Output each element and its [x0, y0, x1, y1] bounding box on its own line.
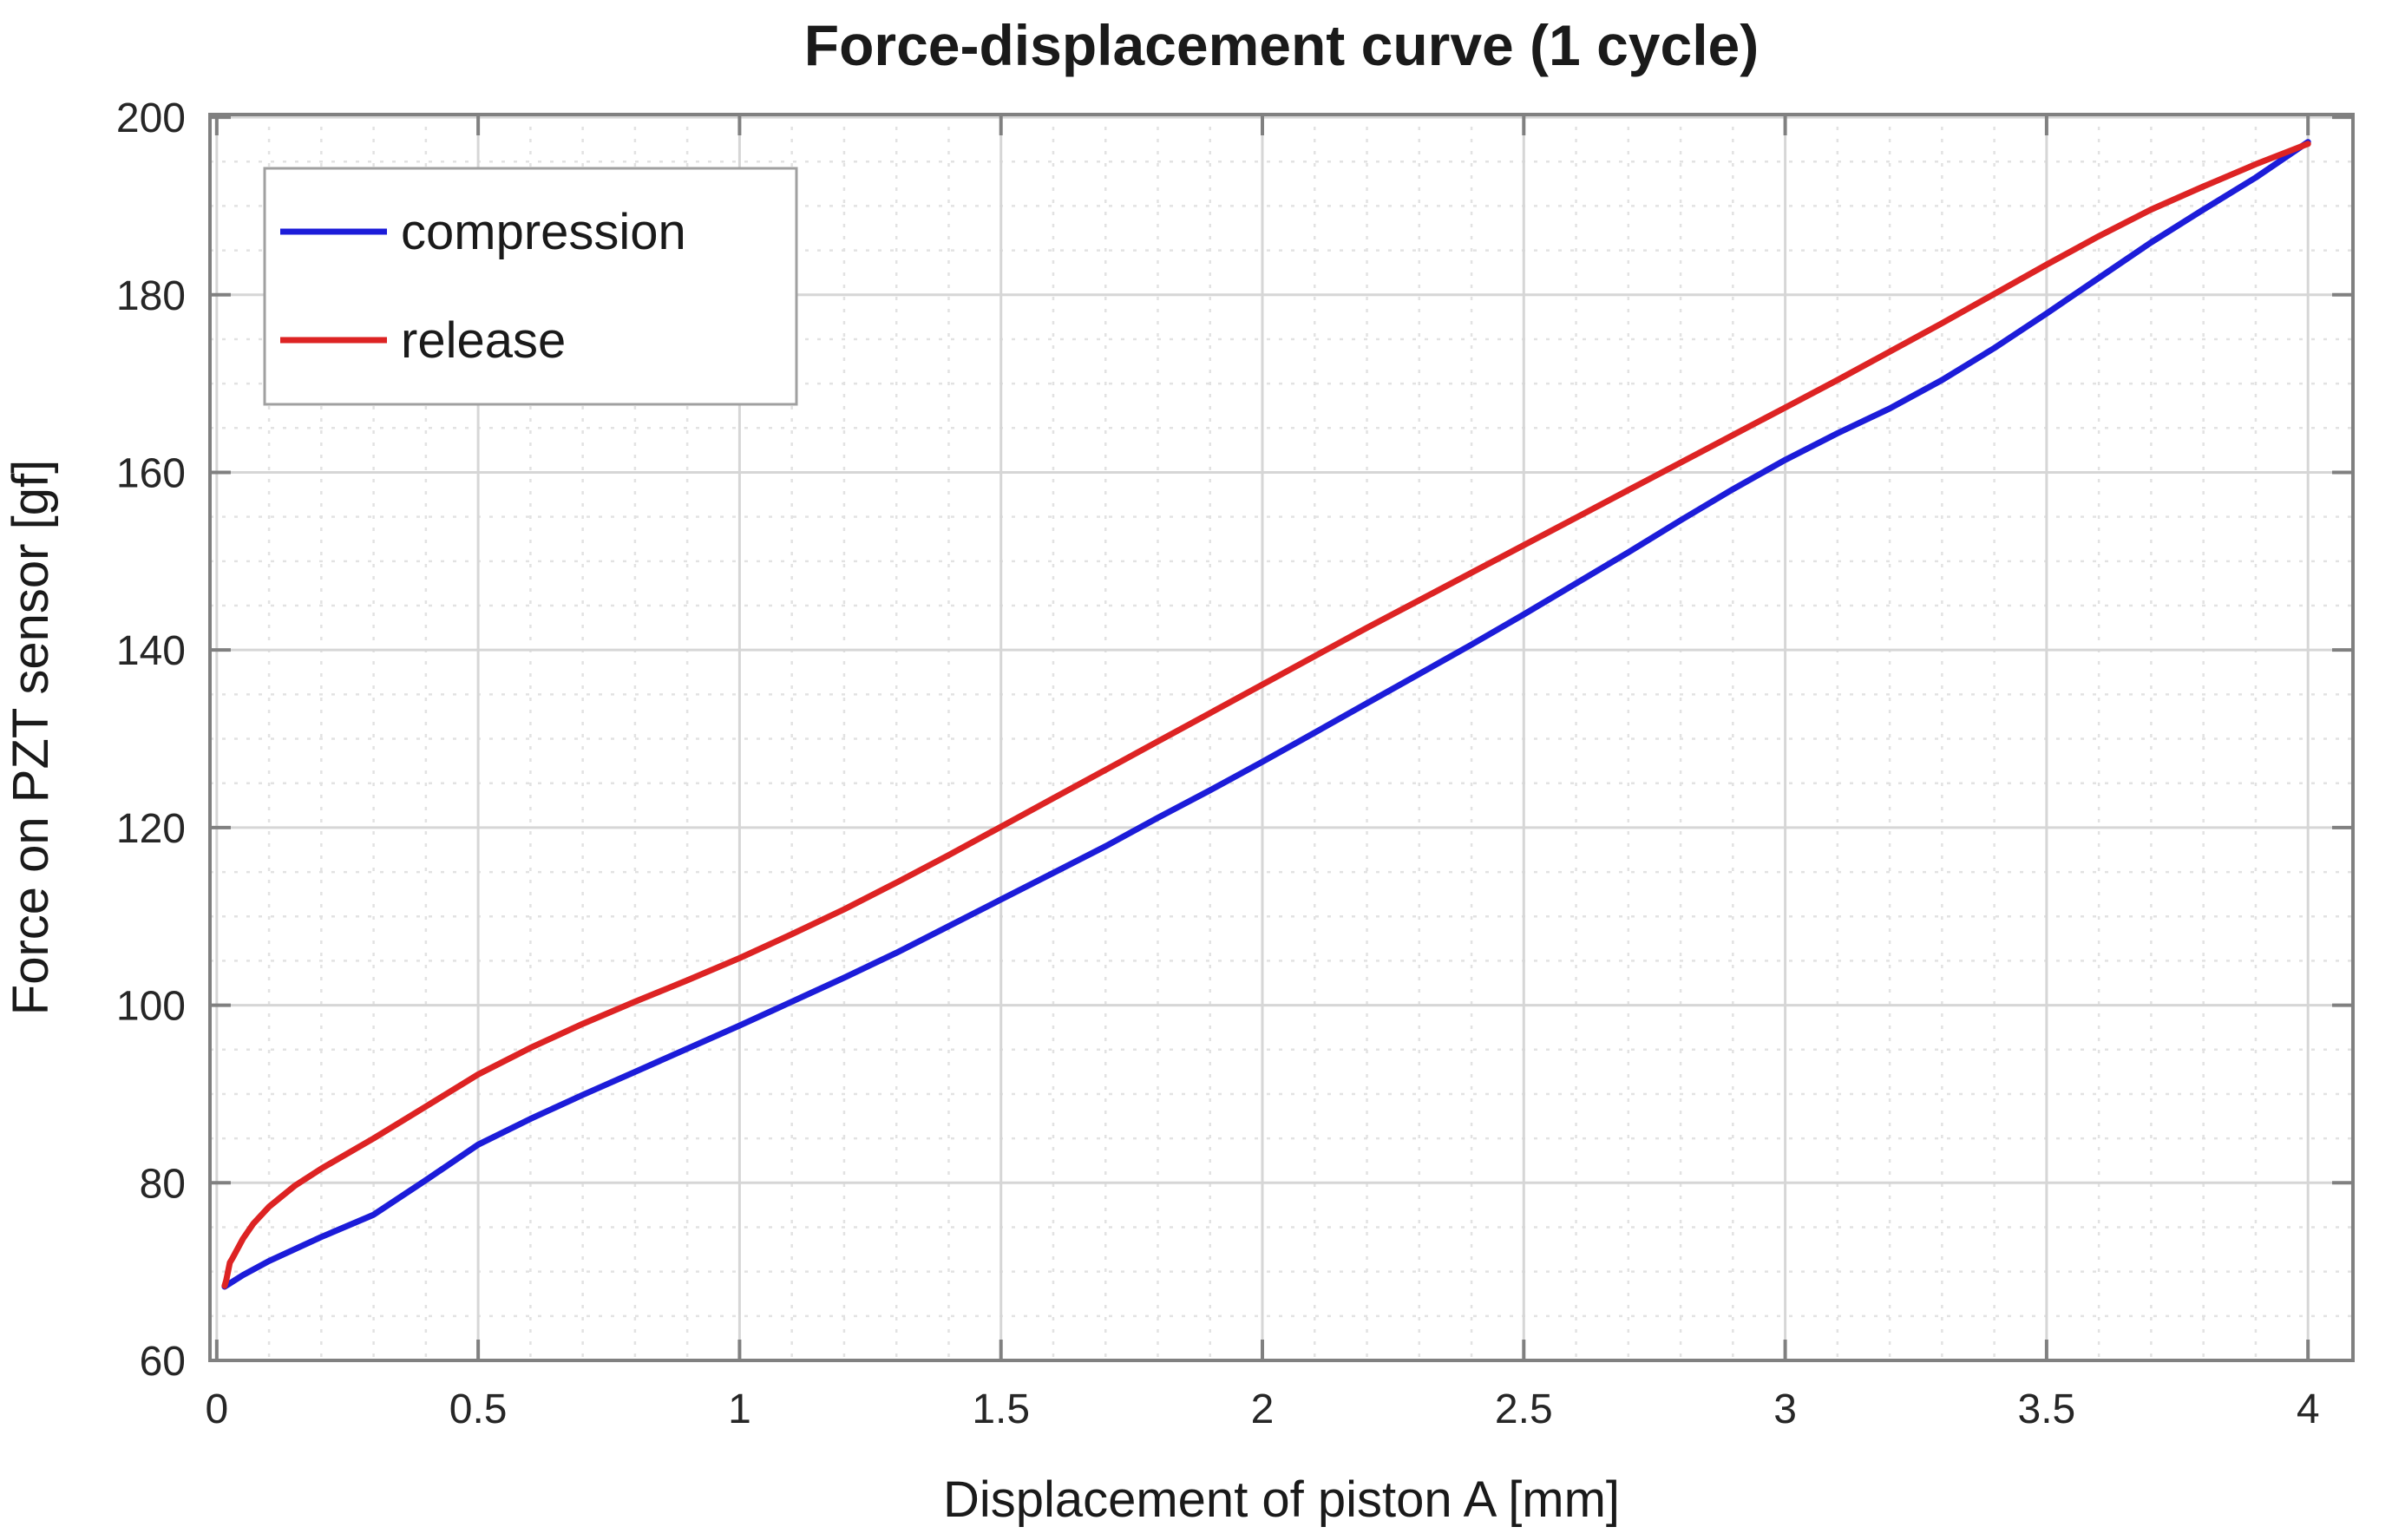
y-tick-label: 80 — [140, 1161, 186, 1207]
y-axis-label: Force on PZT sensor [gf] — [3, 460, 59, 1015]
minor-grid — [210, 115, 2353, 1360]
compression-curve — [221, 139, 2311, 1290]
x-tick-label: 3.5 — [2018, 1386, 2076, 1432]
y-tick-label: 140 — [116, 628, 186, 674]
y-tick-label: 100 — [116, 984, 186, 1030]
tick-labels: 0 0.5 1 1.5 2 2.5 3 3.5 4 60 80 100 120 140 160 180 200 — [116, 95, 2320, 1432]
x-tick-label: 2 — [1251, 1386, 1275, 1432]
y-tick-label: 160 — [116, 450, 186, 496]
y-tick-label: 200 — [116, 95, 186, 141]
x-tick-label: 0 — [205, 1386, 228, 1432]
axis-box — [208, 113, 2355, 1362]
series-lines — [221, 139, 2311, 1290]
x-tick-label: 4 — [2297, 1386, 2320, 1432]
y-tick-label: 180 — [116, 273, 186, 319]
legend-label-release: release — [401, 312, 566, 369]
x-tick-label: 1.5 — [972, 1386, 1030, 1432]
x-tick-label: 1 — [728, 1386, 751, 1432]
chart-title: Force-displacement curve (1 cycle) — [804, 13, 1759, 77]
x-tick-label: 3 — [1773, 1386, 1797, 1432]
axis-box-and-ticks — [208, 113, 2355, 1362]
legend-label-compression: compression — [401, 204, 686, 260]
y-tick-label: 120 — [116, 806, 186, 852]
y-tick-label: 60 — [140, 1339, 186, 1385]
legend-box — [263, 167, 798, 406]
legend: compression release — [263, 167, 798, 406]
x-axis-label: Displacement of piston A [mm] — [943, 1471, 1620, 1528]
x-tick-label: 2.5 — [1495, 1386, 1553, 1432]
release-curve — [221, 141, 2311, 1289]
x-tick-label: 0.5 — [449, 1386, 508, 1432]
